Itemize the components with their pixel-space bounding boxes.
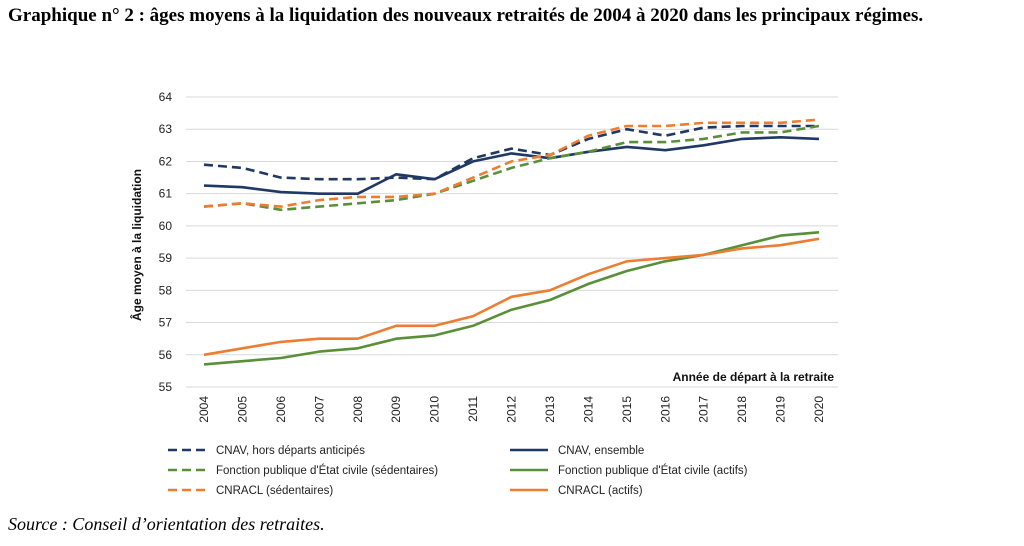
y-tick-label: 64: [159, 90, 173, 104]
x-tick-labels: 2004 2005 2006 2007 2008 2009 2010 2011 2012 2013…: [197, 396, 826, 423]
y-tick-labels: 55 56 57 58 59 60 61 62 63 64: [159, 90, 173, 394]
legend-label: Fonction publique d'État civile (actifs): [558, 464, 748, 477]
y-tick-label: 58: [159, 283, 173, 297]
y-tick-label: 59: [159, 251, 173, 265]
series-line: [203, 124, 819, 181]
x-tick-label: 2006: [274, 396, 288, 423]
x-axis-title: Année de départ à la retraite: [673, 370, 835, 384]
x-tick-label: 2017: [697, 396, 711, 423]
legend-label: CNRACL (sédentaires): [216, 485, 333, 497]
y-tick-label: 56: [159, 348, 173, 362]
y-axis-title: Âge moyen à la liquidation: [129, 169, 144, 321]
legend: CNAV, hors départs anticipés CNAV, ensemb…: [168, 445, 748, 497]
legend-label: CNAV, hors départs anticipés: [216, 445, 365, 457]
legend-label: CNAV, ensemble: [558, 445, 644, 457]
source-note: Source : Conseil d’orientation des retra…: [8, 514, 325, 534]
x-tick-label: 2010: [428, 396, 442, 423]
x-tick-label: 2018: [735, 396, 749, 423]
x-tick-label: 2020: [812, 396, 826, 423]
series-line: [203, 118, 820, 208]
series-line: [203, 136, 820, 195]
series-line: [203, 237, 820, 357]
x-tick-label: 2011: [466, 396, 480, 422]
x-tick-label: 2005: [235, 396, 249, 423]
gridlines: [186, 96, 838, 388]
x-tick-label: 2008: [351, 396, 365, 423]
legend-label: Fonction publique d'État civile (sédenta…: [216, 464, 438, 477]
y-tick-label: 57: [159, 316, 173, 330]
x-tick-label: 2009: [389, 396, 403, 423]
figure-heading: Graphique n° 2 : âges moyens à la liquid…: [8, 5, 924, 26]
x-tick-label: 2015: [620, 396, 634, 423]
x-tick-label: 2016: [658, 396, 672, 423]
x-tick-label: 2014: [581, 396, 595, 423]
y-tick-label: 55: [159, 380, 173, 394]
x-tick-label: 2013: [543, 396, 557, 423]
x-tick-label: 2004: [197, 396, 211, 423]
y-tick-label: 63: [159, 122, 173, 136]
series-line: [203, 124, 820, 212]
y-tick-label: 62: [159, 154, 173, 168]
legend-label: CNRACL (actifs): [558, 485, 643, 497]
x-tick-label: 2019: [774, 396, 788, 423]
y-tick-label: 61: [159, 187, 173, 201]
y-tick-label: 60: [159, 219, 173, 233]
series-lines: [203, 118, 820, 366]
x-tick-label: 2012: [505, 396, 519, 423]
x-tick-label: 2007: [312, 396, 326, 423]
